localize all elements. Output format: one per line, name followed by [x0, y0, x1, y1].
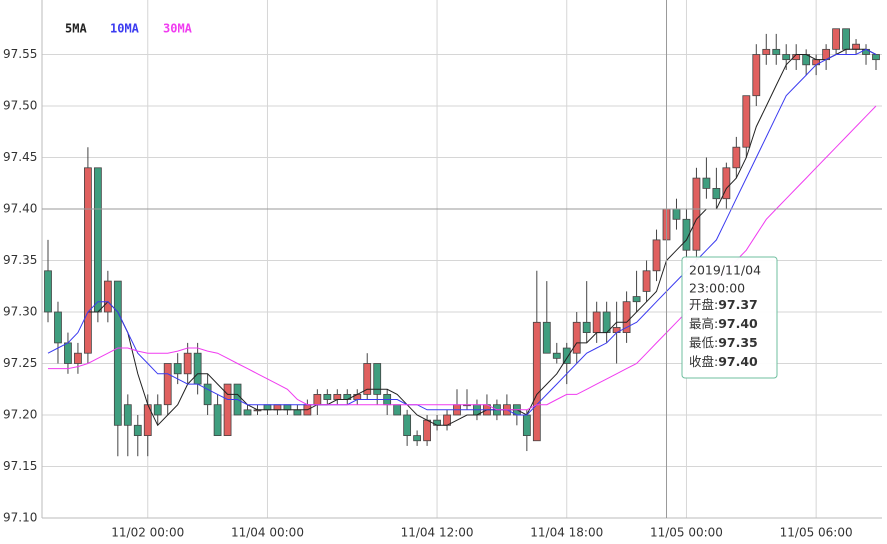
tooltip-label: 最高: [689, 316, 718, 331]
candle-body [123, 404, 132, 426]
candle-body [64, 342, 72, 364]
candle-body [403, 414, 412, 437]
candle-body [113, 280, 122, 426]
candle-body [173, 363, 182, 375]
candle-body [54, 311, 62, 344]
candle-body [133, 424, 142, 436]
candle-body [223, 383, 232, 437]
candle-body [373, 363, 382, 395]
candle-body [313, 393, 322, 406]
y-tick-label: 97.55 [3, 47, 37, 61]
tooltip-value: 97.40 [718, 316, 758, 331]
candle-body [363, 363, 372, 395]
candle-body [592, 311, 601, 334]
candle-body [273, 404, 282, 411]
tooltip-label: 最低: [689, 335, 718, 350]
tooltip-row: 最低:97.35 [689, 335, 758, 350]
candle-body [283, 404, 292, 411]
candle-body [672, 208, 681, 220]
candle-body [413, 435, 422, 442]
candle-body [552, 352, 561, 359]
candle-body [243, 409, 252, 416]
candle-body [712, 187, 721, 200]
candle-body [323, 393, 332, 400]
y-tick-label: 97.30 [3, 305, 37, 319]
candle-body [702, 177, 711, 189]
candle-body [692, 177, 701, 251]
candle-body [652, 239, 661, 272]
candle-body [153, 404, 162, 416]
y-tick-label: 97.35 [3, 253, 37, 267]
candle-body [832, 28, 840, 50]
tooltip-row: 最高:97.40 [689, 316, 758, 331]
legend-entry: 5MA [65, 22, 87, 36]
candle-body [393, 404, 402, 416]
candle-body [103, 280, 112, 313]
candle-body [782, 54, 791, 61]
candle-body [742, 95, 751, 148]
candle-body [532, 321, 541, 442]
candle-body [263, 404, 272, 411]
candle-body [183, 352, 192, 375]
candle-body [642, 270, 651, 292]
candle-body [732, 146, 741, 169]
candle-body [44, 270, 52, 313]
ma-line [87, 48, 877, 427]
tooltip-value: 97.37 [718, 297, 758, 312]
candle-body [772, 48, 781, 55]
y-tick-label: 97.25 [3, 356, 37, 370]
candle-body [682, 218, 691, 251]
candle-body [842, 28, 850, 50]
y-tick-label: 97.15 [3, 459, 37, 473]
candle-body [522, 414, 531, 437]
candle-body [622, 301, 631, 334]
tooltip-row: 开盘:97.37 [689, 297, 758, 312]
tooltip-label: 收盘: [689, 354, 718, 369]
candle-body [84, 167, 92, 354]
x-tick-label: 11/04 12:00 [401, 526, 474, 540]
candle-body [542, 321, 551, 354]
x-tick-label: 11/04 00:00 [231, 526, 304, 540]
candle-body [203, 383, 212, 406]
y-tick-label: 97.40 [3, 202, 37, 216]
y-tick-label: 97.50 [3, 99, 37, 113]
candle-body [74, 352, 82, 364]
tooltip-row: 收盘:97.40 [689, 354, 758, 369]
x-tick-label: 11/04 18:00 [530, 526, 603, 540]
candle-body [572, 321, 581, 354]
tooltip-label: 开盘: [689, 297, 718, 312]
candle-body [562, 347, 571, 364]
tooltip-value: 97.40 [718, 354, 758, 369]
candle-body [333, 393, 342, 400]
tooltip-date: 2019/11/04 [689, 263, 761, 278]
candle-body [193, 352, 202, 385]
tooltip: 2019/11/0423:00:00开盘:97.37最高:97.40最低:97.… [681, 256, 778, 379]
x-tick-label: 11/05 06:00 [780, 526, 853, 540]
candle-body [872, 54, 880, 61]
candle-body [762, 48, 771, 55]
legend-entry: 30MA [163, 22, 193, 36]
candle-body [752, 54, 761, 97]
tooltip-box [681, 256, 778, 379]
legend-entry: 10MA [110, 22, 140, 36]
candle-body [852, 43, 860, 50]
ma-line [47, 48, 877, 416]
x-tick-label: 11/05 00:00 [650, 526, 723, 540]
y-tick-label: 97.45 [3, 150, 37, 164]
candle-body [163, 363, 172, 406]
candle-body [293, 409, 302, 416]
tooltip-value: 97.35 [718, 335, 758, 350]
y-tick-label: 97.20 [3, 408, 37, 422]
candle-body [423, 419, 431, 442]
candle-body [213, 404, 222, 437]
x-tick-label: 11/02 00:00 [111, 526, 184, 540]
candle-body [632, 296, 641, 303]
tooltip-time: 23:00:00 [689, 281, 745, 296]
candle-body [93, 167, 102, 313]
candle-body [722, 167, 731, 200]
candle-body [582, 321, 591, 333]
y-tick-label: 97.10 [3, 511, 37, 525]
